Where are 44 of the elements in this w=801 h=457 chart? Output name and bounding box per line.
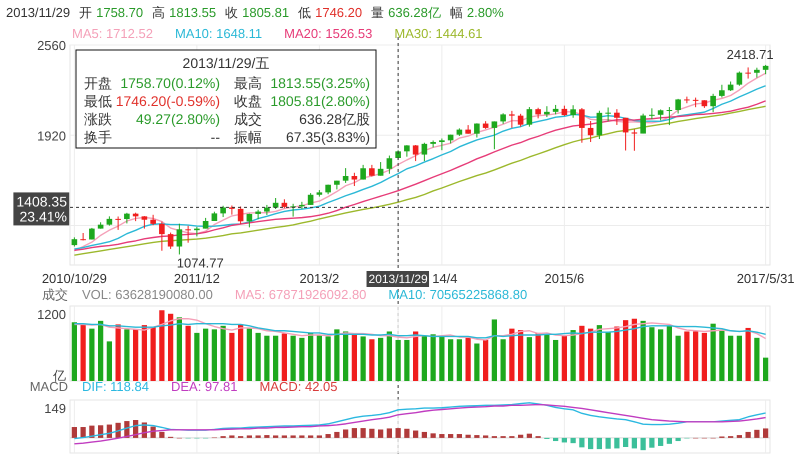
x-tick-label: 2010/10/29 (42, 271, 107, 286)
text: DEA: 97.81 (170, 379, 238, 394)
text: MA10: 70565225868.80 (388, 287, 528, 302)
y-axis-title: 成交 (42, 287, 68, 302)
annotation: 636.28亿股 (299, 111, 370, 127)
text: 2013/11/29/五 (182, 55, 270, 71)
text: MACD: 42.05 (259, 379, 338, 394)
annotation: 最高 (234, 75, 262, 91)
annotation: 收盘 (234, 93, 262, 109)
x-tick-label: 2011/12 (174, 271, 220, 286)
text: MA5: 67871926092.80 (234, 287, 366, 302)
annotation: 振幅 (234, 129, 262, 145)
series-label: VOL: 63628190080.00 (82, 287, 213, 302)
text: DIF: 118.84 (82, 379, 149, 394)
x-tick-label: 2015/6 (544, 271, 584, 286)
text: MA5: 1712.52 (72, 26, 153, 41)
text: MA30: 1444.61 (394, 26, 483, 41)
annotation: 1758.70(0.12%) (120, 75, 220, 91)
annotation: 涨跌 (84, 111, 112, 127)
y-tick-label: 2560 (37, 38, 66, 53)
annotation: -- (210, 129, 220, 145)
annotation: 最低 (84, 93, 112, 109)
annotation: 成交 (234, 111, 262, 127)
chart-title: 2013/11/29 开 1758.70 高 1813.55 收 1805.81 低 1746.20 量 636.28亿 幅 2.80% (6, 5, 504, 20)
annotation: 换手 (84, 129, 112, 145)
annotation: 67.35(3.83%) (286, 129, 370, 145)
annotation: 开盘 (84, 75, 112, 91)
ref-line-label: 1408.35 23.41% (16, 193, 68, 224)
x-tick-label: 14/4 (432, 271, 458, 286)
annotation: 1805.81(2.80%) (270, 93, 370, 109)
text: MA20: 1526.53 (284, 26, 372, 41)
x-tick-label: 2013/2 (299, 271, 340, 286)
text: MA10: 1648.11 (174, 26, 262, 41)
annotation: 49.27(2.80%) (136, 111, 220, 127)
text: 亿 (52, 368, 66, 383)
text: 1200 (37, 307, 66, 322)
annotation: 1813.55(3.25%) (270, 75, 370, 91)
y-tick-label: 1920 (37, 128, 66, 144)
annotation: 1746.20(-0.59%) (116, 93, 220, 109)
annotation: 2418.71 (726, 46, 774, 62)
x-tick-label: 2017/5/31 (736, 271, 795, 286)
annotation: 1074.77 (176, 255, 224, 270)
text: 149 (44, 401, 66, 416)
x-tick-label: 2013/11/29 (368, 272, 428, 286)
